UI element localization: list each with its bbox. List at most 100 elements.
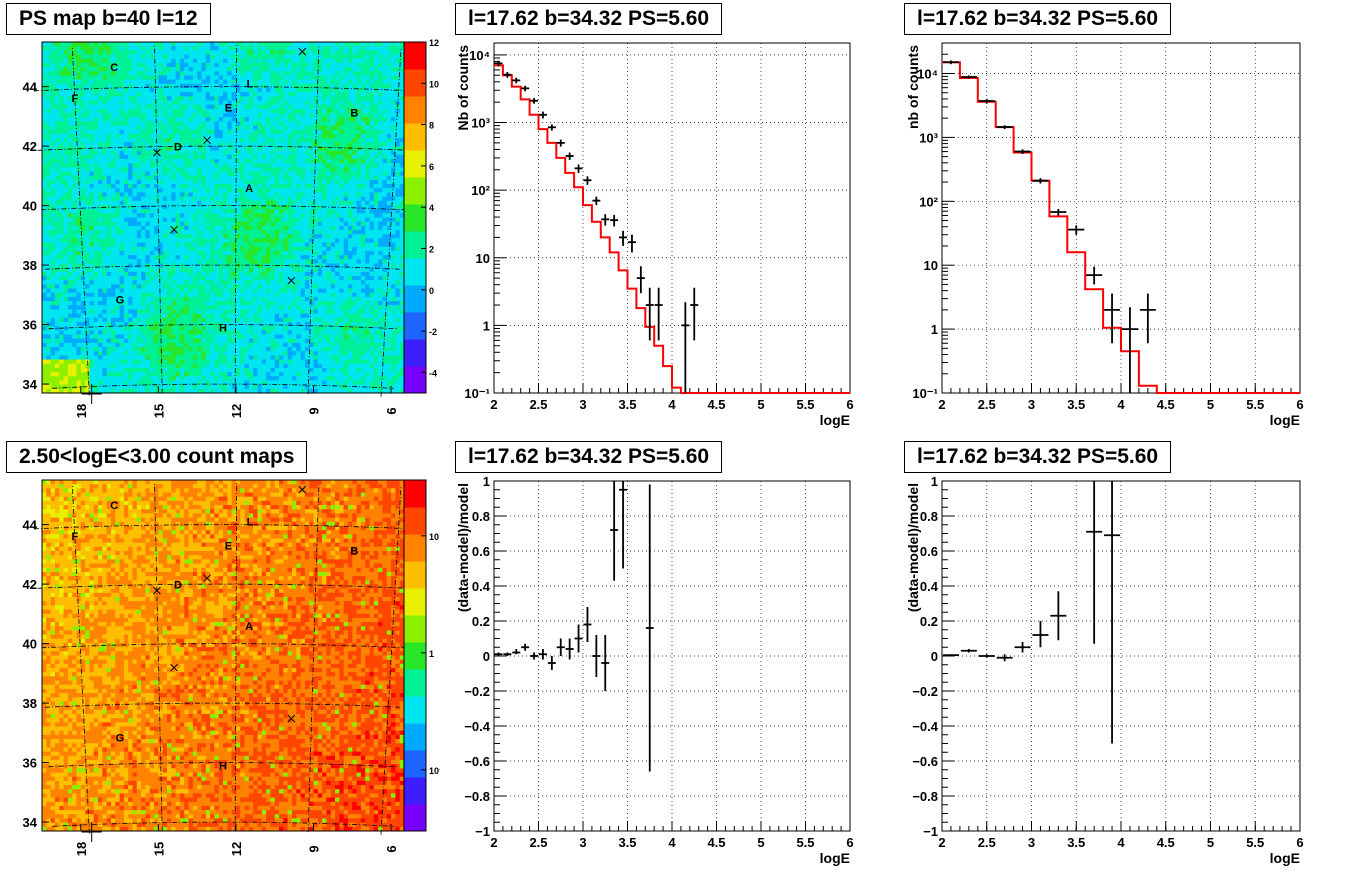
- map-cell: [149, 113, 155, 118]
- map-cell: [115, 217, 120, 223]
- map-cell: [261, 171, 267, 177]
- map-cell: [54, 204, 60, 210]
- map-cell: [296, 108, 301, 114]
- map-cell: [244, 171, 250, 177]
- map-cell: [235, 246, 241, 252]
- map-cell: [326, 92, 332, 97]
- map-cell: [235, 92, 241, 97]
- map-cell: [201, 129, 207, 135]
- map-cell: [399, 42, 405, 47]
- map-cell: [287, 121, 293, 126]
- map-cell: [85, 255, 90, 260]
- map-cell: [339, 171, 345, 177]
- map-cell: [287, 267, 293, 273]
- map-cell: [205, 62, 211, 68]
- map-cell: [132, 209, 138, 214]
- map-cell: [257, 271, 263, 277]
- map-cell: [67, 154, 73, 160]
- map-cell: [63, 221, 69, 227]
- map-cell: [184, 87, 189, 93]
- map-cell: [291, 184, 297, 189]
- map-cell: [373, 100, 379, 106]
- map-cell: [179, 179, 185, 185]
- map-cell: [106, 209, 112, 214]
- map-cell: [72, 108, 77, 114]
- map-cell: [158, 146, 164, 152]
- map-cell: [197, 92, 202, 97]
- map-cell: [339, 230, 345, 235]
- map-cell: [184, 96, 189, 101]
- map-cell: [98, 175, 103, 181]
- map-cell: [253, 225, 258, 231]
- map-cell: [54, 50, 60, 55]
- map-cell: [67, 113, 73, 118]
- map-cell: [227, 284, 233, 289]
- map-cell: [322, 284, 327, 289]
- map-cell: [98, 163, 103, 168]
- map-cell: [141, 288, 146, 294]
- map-cell: [240, 246, 245, 252]
- map-cell: [244, 129, 250, 135]
- map-cell: [227, 146, 233, 152]
- map-cell: [197, 87, 202, 93]
- map-cell: [218, 259, 224, 264]
- map-cell: [110, 83, 116, 89]
- map-cell: [46, 154, 52, 160]
- map-cell: [360, 71, 366, 76]
- map-cell: [201, 117, 207, 122]
- map-cell: [145, 200, 151, 206]
- map-cell: [339, 284, 345, 289]
- map-cell: [291, 87, 297, 93]
- map-cell: [326, 79, 332, 85]
- map-cell: [106, 284, 112, 289]
- map-cell: [201, 163, 207, 168]
- map-cell: [179, 230, 185, 235]
- map-cell: [67, 192, 73, 198]
- map-cell: [184, 238, 189, 243]
- map-cell: [188, 154, 194, 160]
- map-cell: [179, 188, 185, 193]
- map-cell: [322, 221, 327, 227]
- map-cell: [171, 242, 176, 248]
- map-cell: [89, 71, 95, 76]
- map-cell: [347, 42, 353, 47]
- map-cell: [89, 188, 95, 193]
- map-cell: [231, 217, 237, 223]
- map-cell: [76, 200, 82, 206]
- map-cell: [283, 259, 289, 264]
- map-cell: [291, 133, 297, 139]
- map-cell: [50, 125, 56, 131]
- map-cell: [231, 67, 237, 72]
- map-cell: [154, 267, 159, 273]
- map-cell: [240, 280, 245, 285]
- map-cell: [89, 209, 95, 214]
- map-cell: [369, 209, 375, 214]
- map-cell: [136, 133, 142, 139]
- map-cell: [179, 213, 185, 218]
- map-cell: [300, 133, 306, 139]
- map-cell: [115, 71, 120, 76]
- map-cell: [115, 184, 120, 189]
- map-cell: [291, 259, 297, 264]
- map-cell: [80, 154, 86, 160]
- map-cell: [192, 196, 198, 202]
- map-cell: [141, 255, 146, 260]
- map-cell: [279, 200, 284, 206]
- map-cell: [287, 146, 293, 152]
- map-cell: [227, 121, 233, 126]
- map-cell: [244, 54, 250, 60]
- map-cell: [154, 100, 159, 106]
- map-cell: [67, 263, 73, 269]
- map-cell: [67, 238, 73, 243]
- map-cell: [279, 42, 284, 47]
- map-cell: [300, 108, 306, 114]
- map-cell: [347, 50, 353, 55]
- map-cell: [335, 280, 340, 285]
- map-cell: [223, 100, 228, 106]
- map-cell: [76, 54, 82, 60]
- map-cell: [235, 87, 241, 93]
- map-cell: [313, 263, 319, 269]
- map-cell: [201, 79, 207, 85]
- map-cell: [391, 96, 396, 101]
- map-cell: [347, 100, 353, 106]
